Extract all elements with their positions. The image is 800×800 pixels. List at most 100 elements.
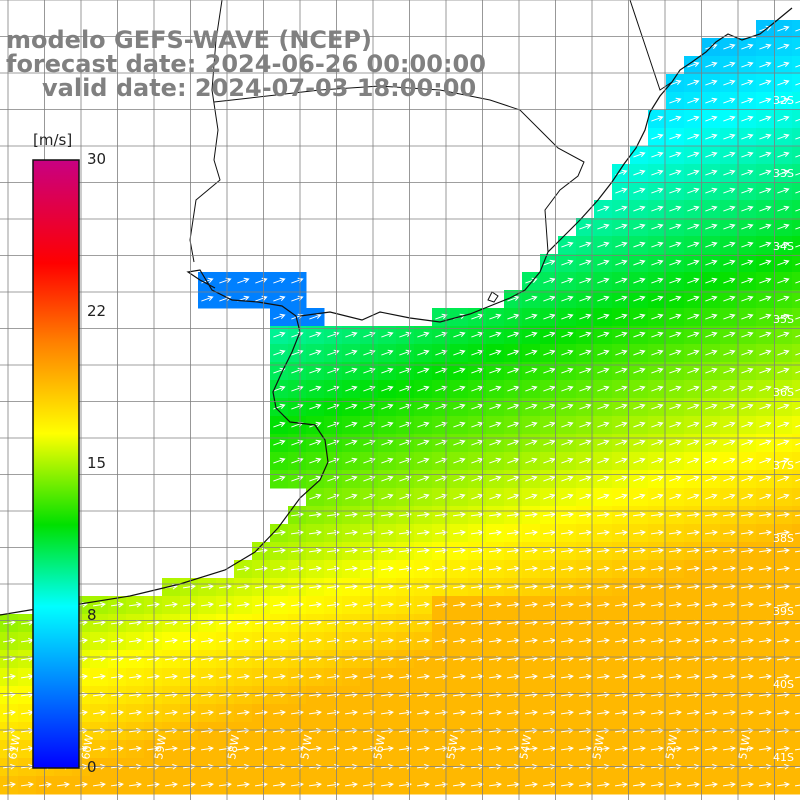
wind-vector-icon (759, 331, 772, 338)
wind-vector-icon (776, 619, 790, 626)
wind-vector-icon (633, 313, 646, 320)
wind-vector-icon (309, 493, 322, 500)
wind-vector-icon (398, 691, 412, 698)
wind-vector-icon (668, 709, 682, 716)
wind-vector-icon (453, 493, 466, 500)
wind-vector-icon (291, 349, 304, 356)
wind-vector-icon (218, 709, 232, 716)
wind-vector-icon (291, 439, 304, 446)
wind-vector-icon (651, 223, 664, 230)
wind-vector-icon (723, 439, 736, 446)
wind-vector-icon (435, 313, 448, 320)
wind-vector-icon (722, 619, 736, 626)
wind-vector-icon (759, 349, 772, 356)
wind-speed-cell (792, 326, 800, 345)
wind-vector-icon (633, 169, 646, 176)
wind-vector-icon (615, 403, 628, 410)
wind-vector-icon (596, 637, 610, 644)
wind-vector-icon (668, 691, 682, 698)
wind-vector-icon (273, 475, 286, 482)
wind-vector-icon (561, 385, 574, 392)
wind-vector-icon (164, 601, 178, 608)
wind-vector-icon (650, 601, 664, 608)
wind-vector-icon (417, 457, 430, 464)
wind-vector-icon (470, 745, 484, 752)
wind-vector-icon (704, 691, 718, 698)
wind-vector-icon (633, 475, 646, 482)
wind-vector-icon (200, 637, 214, 644)
wind-vector-icon (777, 295, 790, 302)
wind-vector-icon (596, 745, 610, 752)
wind-vector-icon (669, 79, 682, 86)
wind-vector-icon (794, 604, 800, 607)
wind-vector-icon (633, 187, 646, 194)
wind-vector-icon (794, 640, 800, 643)
wind-vector-icon (632, 529, 646, 536)
wind-vector-icon (705, 421, 718, 428)
wind-vector-icon (615, 493, 628, 500)
wind-vector-icon (399, 403, 412, 410)
wind-vector-icon (669, 277, 682, 284)
wind-vector-icon (741, 223, 754, 230)
wind-vector-icon (758, 529, 772, 536)
longitude-label: 60W (79, 734, 96, 761)
wind-vector-icon (525, 385, 538, 392)
wind-vector-icon (56, 781, 70, 788)
wind-vector-icon (669, 457, 682, 464)
wind-vector-icon (2, 673, 16, 680)
wind-vector-icon (398, 781, 412, 788)
wind-vector-icon (722, 565, 736, 572)
wind-vector-icon (381, 421, 394, 428)
wind-vector-icon (723, 367, 736, 374)
wind-vector-icon (669, 385, 682, 392)
wind-vector-icon (308, 781, 322, 788)
wind-vector-icon (398, 583, 412, 590)
wind-vector-icon (777, 241, 790, 248)
wind-vector-icon (776, 565, 790, 572)
wind-vector-icon (524, 619, 538, 626)
wind-speed-cell (792, 470, 800, 489)
wind-vector-icon (524, 691, 538, 698)
wind-vector-icon (759, 79, 772, 86)
wind-vector-icon (470, 583, 484, 590)
wind-vector-icon (723, 331, 736, 338)
wind-vector-icon (687, 475, 700, 482)
wind-vector-icon (668, 673, 682, 680)
wind-vector-icon (650, 691, 664, 698)
wind-vector-icon (272, 565, 286, 572)
wind-vector-icon (578, 511, 592, 518)
wind-vector-icon (309, 367, 322, 374)
wind-vector-icon (308, 691, 322, 698)
wind-vector-icon (309, 385, 322, 392)
wind-vector-icon (291, 295, 304, 302)
wind-vector-icon (632, 709, 646, 716)
wind-vector-icon (669, 493, 682, 500)
wind-vector-icon (489, 493, 502, 500)
wind-vector-icon (578, 583, 592, 590)
wind-vector-icon (705, 187, 718, 194)
wind-vector-icon (110, 619, 124, 626)
wind-vector-icon (668, 637, 682, 644)
wind-vector-icon (416, 745, 430, 752)
wind-vector-icon (399, 367, 412, 374)
wind-vector-icon (560, 583, 574, 590)
wind-vector-icon (596, 583, 610, 590)
latitude-label: 38S (773, 532, 794, 545)
wind-vector-icon (524, 781, 538, 788)
wind-vector-icon (758, 781, 772, 788)
wind-vector-icon (344, 529, 358, 536)
wind-vector-icon (777, 187, 790, 194)
wind-vector-icon (542, 691, 556, 698)
wind-vector-icon (470, 529, 484, 536)
wind-vector-icon (795, 154, 800, 158)
wind-vector-icon (705, 133, 718, 140)
wind-vector-icon (2, 709, 16, 716)
wind-vector-icon (542, 709, 556, 716)
wind-vector-icon (705, 97, 718, 104)
wind-vector-icon (345, 493, 358, 500)
wind-speed-cell (792, 38, 800, 57)
wind-vector-icon (273, 385, 286, 392)
wind-vector-icon (560, 619, 574, 626)
wind-vector-icon (309, 475, 322, 482)
wind-vector-icon (741, 133, 754, 140)
